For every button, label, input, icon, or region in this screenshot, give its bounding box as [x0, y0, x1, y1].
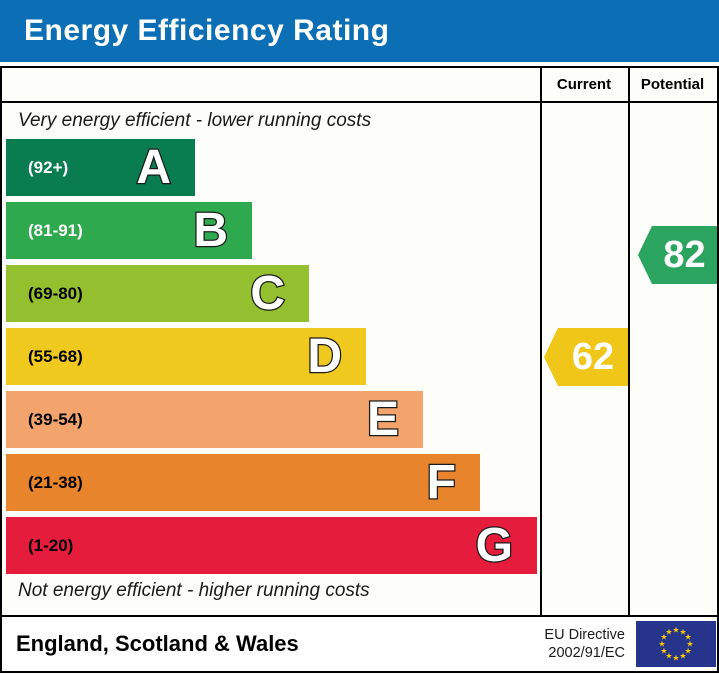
eu-flag-star: ★: [679, 652, 686, 661]
potential-rating-arrow: [638, 226, 717, 284]
eu-flag-star: ★: [658, 640, 665, 649]
eu-flag-star: ★: [660, 647, 667, 656]
band-E: (39-54) E: [6, 391, 423, 448]
band-B-letter: B: [192, 203, 229, 259]
eu-directive-line2: 2002/91/EC: [548, 645, 625, 661]
potential-column-header: Potential: [640, 76, 705, 93]
band-F-range: (21-38): [28, 473, 83, 492]
eu-flag-star: ★: [665, 652, 672, 661]
eu-flag-star: ★: [686, 640, 693, 649]
band-A-range: (92+): [28, 158, 69, 177]
eu-flag-star: ★: [672, 654, 679, 663]
band-D: (55-68) D: [6, 328, 366, 385]
eu-flag-star: ★: [672, 626, 679, 635]
band-F: (21-38) F: [6, 454, 480, 511]
band-G-letter: G: [474, 518, 514, 574]
eu-flag-star: ★: [679, 627, 686, 636]
band-G: (1-20) G: [6, 517, 537, 574]
bottom-note: Not energy efficient - higher running co…: [18, 580, 370, 601]
band-E-letter: E: [366, 392, 401, 448]
current-rating-pointer: 62: [544, 328, 628, 386]
current-rating-value: 62: [571, 336, 615, 378]
band-A-letter: A: [135, 140, 172, 196]
current-column-header: Current: [556, 76, 612, 93]
band-C-letter: C: [249, 266, 286, 322]
band-A: (92+) A: [6, 139, 195, 196]
eu-directive-label: EU Directive 2002/91/EC: [544, 626, 625, 662]
eu-flag-star: ★: [685, 633, 692, 642]
band-C: (69-80) C: [6, 265, 309, 322]
band-B: (81-91) B: [6, 202, 252, 259]
potential-rating-value: 82: [663, 234, 706, 276]
band-D-letter: D: [306, 329, 343, 385]
band-F-letter: F: [425, 455, 457, 511]
top-note: Very energy efficient - lower running co…: [18, 110, 372, 131]
band-D-range: (55-68): [28, 347, 83, 366]
eu-directive-line1: EU Directive: [544, 627, 625, 643]
band-C-range: (69-80): [28, 284, 83, 303]
current-column-divider: [540, 68, 542, 615]
header-divider-line: [2, 101, 717, 103]
footer: England, Scotland & Wales EU Directive 2…: [0, 615, 719, 673]
eu-flag-icon: ★ ★★★★★★★★★★★: [636, 621, 716, 667]
band-E-range: (39-54): [28, 410, 83, 429]
rating-table: Current Potential Very energy efficient …: [0, 66, 719, 617]
potential-rating-pointer: 82: [638, 226, 717, 284]
region-label: England, Scotland & Wales: [16, 631, 299, 656]
current-rating-arrow: [544, 328, 628, 386]
band-B-range: (81-91): [28, 221, 83, 240]
page-title: Energy Efficiency Rating: [24, 14, 390, 47]
potential-column-divider: [628, 68, 630, 615]
eu-flag-star: ★: [685, 647, 692, 656]
title-bar: Energy Efficiency Rating: [0, 0, 719, 62]
eu-flag-star: ★: [665, 627, 672, 636]
band-G-range: (1-20): [28, 536, 74, 555]
eu-flag-star: ★: [660, 633, 667, 642]
